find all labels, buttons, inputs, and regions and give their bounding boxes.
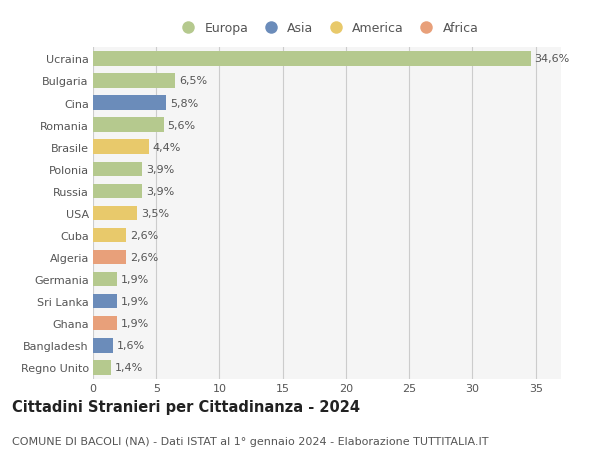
Text: 2,6%: 2,6% bbox=[130, 230, 158, 241]
Bar bbox=[93, 272, 117, 287]
Bar bbox=[93, 228, 126, 243]
Text: 6,5%: 6,5% bbox=[179, 76, 207, 86]
Text: 3,9%: 3,9% bbox=[146, 164, 175, 174]
Text: COMUNE DI BACOLI (NA) - Dati ISTAT al 1° gennaio 2024 - Elaborazione TUTTITALIA.: COMUNE DI BACOLI (NA) - Dati ISTAT al 1°… bbox=[12, 436, 488, 446]
Text: 3,5%: 3,5% bbox=[141, 208, 169, 218]
Bar bbox=[93, 162, 142, 177]
Text: 2,6%: 2,6% bbox=[130, 252, 158, 263]
Text: 1,9%: 1,9% bbox=[121, 297, 149, 307]
Bar bbox=[93, 338, 113, 353]
Text: 3,9%: 3,9% bbox=[146, 186, 175, 196]
Legend: Europa, Asia, America, Africa: Europa, Asia, America, Africa bbox=[176, 22, 478, 35]
Text: 5,8%: 5,8% bbox=[170, 98, 199, 108]
Bar bbox=[93, 316, 117, 331]
Bar bbox=[93, 118, 164, 133]
Text: 1,6%: 1,6% bbox=[117, 341, 145, 351]
Text: 1,9%: 1,9% bbox=[121, 274, 149, 285]
Text: 4,4%: 4,4% bbox=[152, 142, 181, 152]
Text: 34,6%: 34,6% bbox=[535, 54, 569, 64]
Bar bbox=[93, 140, 149, 155]
Bar bbox=[93, 206, 137, 221]
Bar bbox=[93, 184, 142, 199]
Bar bbox=[93, 360, 111, 375]
Bar bbox=[93, 96, 166, 111]
Text: Cittadini Stranieri per Cittadinanza - 2024: Cittadini Stranieri per Cittadinanza - 2… bbox=[12, 399, 360, 414]
Text: 5,6%: 5,6% bbox=[167, 120, 196, 130]
Bar bbox=[93, 74, 175, 89]
Text: 1,9%: 1,9% bbox=[121, 319, 149, 329]
Bar bbox=[93, 250, 126, 265]
Bar bbox=[93, 294, 117, 309]
Text: 1,4%: 1,4% bbox=[115, 363, 143, 373]
Bar bbox=[93, 52, 530, 67]
